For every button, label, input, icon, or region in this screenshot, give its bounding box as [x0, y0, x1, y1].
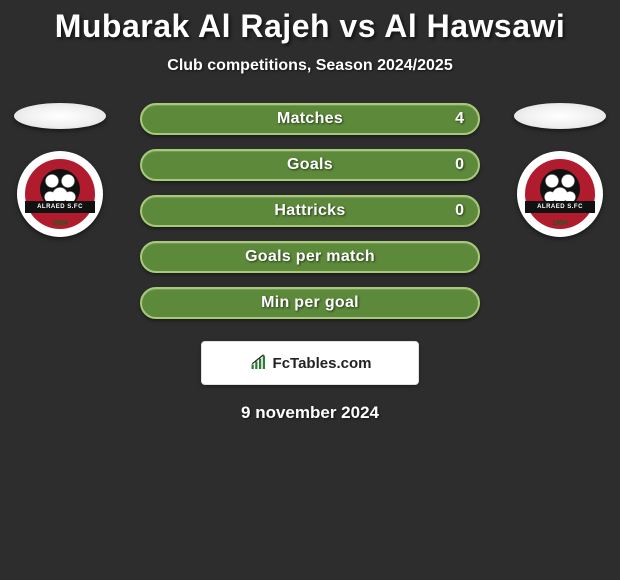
stat-bar-min-per-goal: Min per goal [140, 287, 480, 319]
stat-right-value: 0 [455, 156, 464, 174]
stat-label: Matches [277, 110, 343, 128]
subtitle: Club competitions, Season 2024/2025 [0, 57, 620, 75]
player1-club-badge: ALRAED S.FC 1954 [17, 151, 103, 237]
player2-name: Al Hawsawi [384, 8, 565, 44]
player1-column: ALRAED S.FC 1954 [10, 103, 110, 237]
badge-year: 1954 [517, 220, 603, 227]
stat-bar-matches: Matches 4 [140, 103, 480, 135]
stat-label: Hattricks [274, 202, 345, 220]
badge-band-text: ALRAED S.FC [525, 201, 595, 213]
stat-label: Goals per match [245, 248, 375, 266]
stat-bar-goals-per-match: Goals per match [140, 241, 480, 273]
stat-label: Goals [287, 156, 333, 174]
player2-column: ALRAED S.FC 1954 [510, 103, 610, 237]
player2-club-badge: ALRAED S.FC 1954 [517, 151, 603, 237]
brand-text: FcTables.com [273, 355, 372, 372]
stat-bars: Matches 4 Goals 0 Hattricks 0 Goals per … [140, 103, 480, 319]
player1-name: Mubarak Al Rajeh [55, 8, 330, 44]
stat-bar-hattricks: Hattricks 0 [140, 195, 480, 227]
stat-bar-goals: Goals 0 [140, 149, 480, 181]
stats-area: ALRAED S.FC 1954 ALRAED S.FC 1954 Matche… [0, 103, 620, 319]
player2-silhouette [514, 103, 606, 129]
stat-right-value: 4 [455, 110, 464, 128]
brand-box: FcTables.com [201, 341, 419, 385]
stat-right-value: 0 [455, 202, 464, 220]
vs-text: vs [339, 8, 376, 44]
badge-band-text: ALRAED S.FC [25, 201, 95, 213]
comparison-card: Mubarak Al Rajeh vs Al Hawsawi Club comp… [0, 0, 620, 423]
date-text: 9 november 2024 [0, 403, 620, 423]
chart-icon [249, 354, 269, 372]
stat-label: Min per goal [261, 294, 359, 312]
badge-year: 1954 [17, 220, 103, 227]
page-title: Mubarak Al Rajeh vs Al Hawsawi [0, 8, 620, 45]
player1-silhouette [14, 103, 106, 129]
